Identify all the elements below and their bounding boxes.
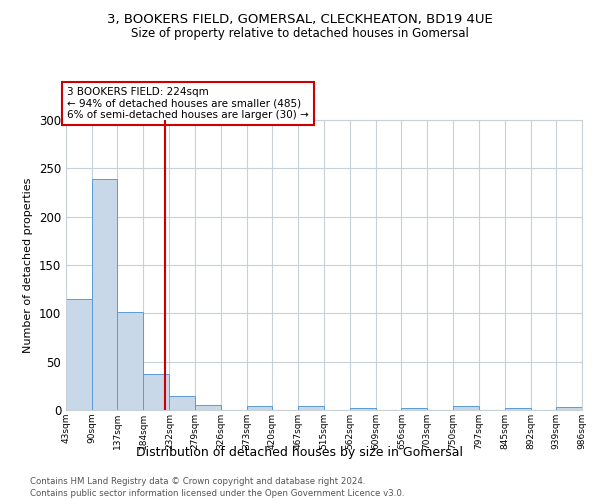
Bar: [556, 407, 582, 410]
Bar: [350, 408, 376, 410]
Bar: [247, 406, 272, 410]
Bar: [505, 408, 530, 410]
Text: 3 BOOKERS FIELD: 224sqm
← 94% of detached houses are smaller (485)
6% of semi-de: 3 BOOKERS FIELD: 224sqm ← 94% of detache…: [67, 87, 309, 120]
Text: Size of property relative to detached houses in Gomersal: Size of property relative to detached ho…: [131, 28, 469, 40]
Bar: [118, 312, 143, 410]
Text: Contains public sector information licensed under the Open Government Licence v3: Contains public sector information licen…: [30, 490, 404, 498]
Y-axis label: Number of detached properties: Number of detached properties: [23, 178, 34, 352]
Bar: [298, 406, 324, 410]
Bar: [453, 406, 479, 410]
Bar: [401, 408, 427, 410]
Text: Distribution of detached houses by size in Gomersal: Distribution of detached houses by size …: [137, 446, 464, 459]
Bar: [66, 299, 92, 410]
Bar: [195, 405, 221, 410]
Text: 3, BOOKERS FIELD, GOMERSAL, CLECKHEATON, BD19 4UE: 3, BOOKERS FIELD, GOMERSAL, CLECKHEATON,…: [107, 12, 493, 26]
Bar: [169, 396, 195, 410]
Bar: [92, 179, 118, 410]
Bar: [143, 374, 169, 410]
Text: Contains HM Land Registry data © Crown copyright and database right 2024.: Contains HM Land Registry data © Crown c…: [30, 476, 365, 486]
